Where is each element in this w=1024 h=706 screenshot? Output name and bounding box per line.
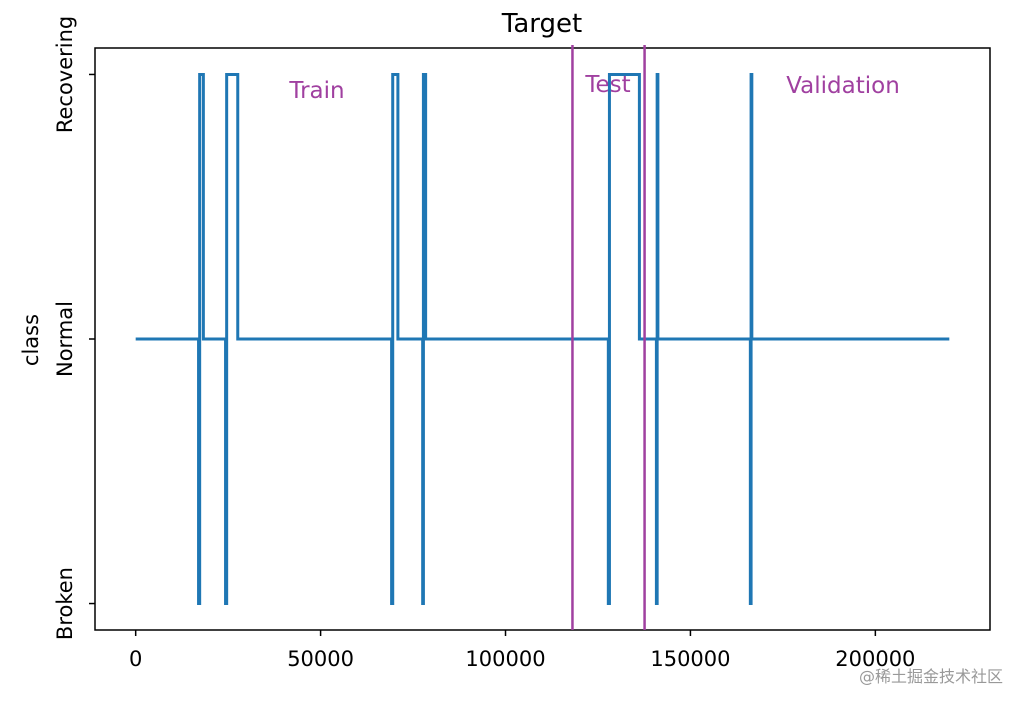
annotation: Train	[288, 78, 344, 104]
x-tick-label: 200000	[835, 647, 915, 671]
y-tick-label: Recovering	[53, 16, 77, 133]
y-tick-label: Normal	[53, 301, 77, 377]
annotation: Validation	[786, 73, 900, 99]
line-series	[135, 72, 950, 606]
x-tick-label: 100000	[465, 647, 545, 671]
x-tick-label: 0	[129, 647, 142, 671]
annotation: Test	[584, 72, 630, 98]
x-tick-label: 50000	[287, 647, 354, 671]
y-axis-label: class	[19, 314, 43, 366]
y-tick-label: Broken	[53, 567, 77, 640]
x-tick-label: 150000	[650, 647, 730, 671]
watermark: @稀土掘金技术社区	[859, 667, 1003, 686]
chart-title: Target	[501, 9, 582, 39]
